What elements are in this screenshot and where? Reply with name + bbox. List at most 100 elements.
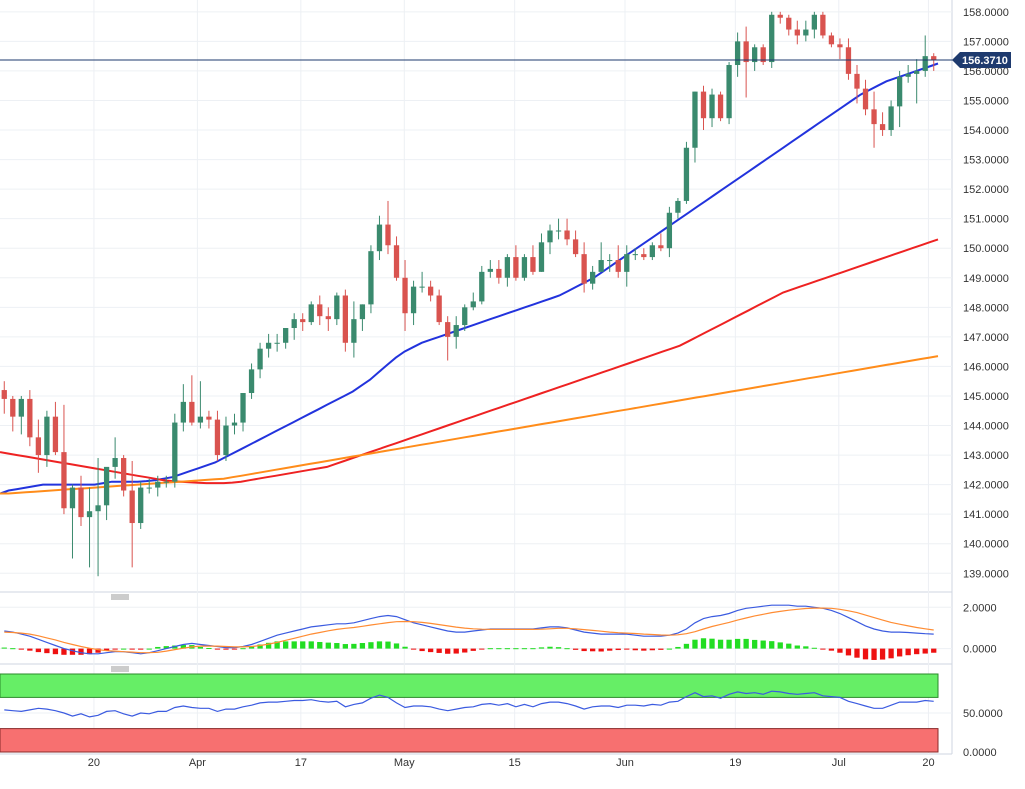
candle-down — [427, 286, 434, 296]
macd-histogram-bar — [240, 648, 246, 650]
macd-histogram-bar — [385, 641, 391, 649]
macd-histogram-bar — [504, 648, 511, 650]
macd-histogram-bar — [163, 646, 169, 649]
macd-histogram-bar — [683, 643, 690, 649]
rsi-resize-handle[interactable] — [111, 666, 129, 672]
macd-histogram-bar — [769, 641, 775, 649]
candle-up — [351, 319, 357, 343]
rsi-indicator — [4, 690, 934, 718]
candle-down — [342, 295, 348, 343]
macd-histogram-bar — [470, 648, 476, 651]
candle-up — [624, 254, 630, 272]
macd-histogram-bar — [410, 648, 417, 650]
macd-histogram-bar — [419, 648, 425, 652]
date-axis-label: Jul — [832, 757, 846, 769]
macd-histogram-bar — [44, 648, 50, 654]
price-axis-label: 139.0000 — [963, 568, 1009, 580]
candle-up — [538, 242, 545, 272]
macd-histogram-bar — [18, 648, 24, 650]
macd-histogram-bar — [180, 644, 186, 649]
candle-down — [777, 14, 783, 18]
candle-down — [10, 398, 16, 417]
macd-histogram-bar — [709, 638, 715, 649]
candle-up — [274, 342, 280, 344]
candle-up — [462, 307, 468, 326]
candle-up — [308, 304, 314, 323]
macd-histogram-bar — [624, 648, 630, 650]
macd-histogram-bar — [726, 639, 732, 649]
candle-up — [112, 458, 118, 467]
candle-up — [69, 487, 76, 509]
price-axis-label: 142.0000 — [963, 480, 1009, 492]
price-axis-label: 150.0000 — [963, 243, 1009, 255]
macd-histogram-bar — [248, 646, 255, 649]
macd-histogram-bar — [871, 648, 877, 660]
candle-down — [52, 416, 59, 453]
macd-histogram-bar — [700, 638, 707, 649]
macd-histogram-bar — [717, 639, 724, 649]
candle-up — [470, 301, 476, 308]
price-axis-label: 154.0000 — [963, 125, 1009, 137]
candle-up — [922, 56, 928, 71]
rsi-axis-label: 50.0000 — [963, 708, 1003, 720]
macd-histogram-bar — [436, 648, 442, 653]
date-axis-label: 17 — [295, 757, 307, 769]
candle-down — [317, 304, 323, 317]
macd-histogram-bar — [283, 641, 289, 649]
macd-line — [4, 604, 934, 655]
date-axis-label: 20 — [88, 757, 100, 769]
macd-histogram-bar — [564, 648, 570, 650]
candle-up — [44, 416, 50, 456]
macd-signal-line — [4, 607, 934, 654]
candle-up — [359, 304, 366, 320]
candle-up — [598, 260, 604, 272]
macd-histogram-bar — [427, 648, 434, 653]
candle-up — [265, 342, 272, 349]
macd-histogram-bar — [811, 647, 817, 649]
candle-down — [760, 47, 766, 63]
candle-up — [376, 224, 383, 252]
macd-histogram-bar — [828, 648, 835, 651]
candle-down — [743, 41, 749, 63]
candle-up — [504, 257, 511, 278]
macd-resize-handle[interactable] — [111, 594, 129, 600]
candle-down — [206, 416, 212, 420]
macd-histogram-bar — [138, 648, 144, 650]
macd-histogram-bar — [325, 642, 331, 649]
macd-histogram-bar — [368, 642, 374, 649]
candle-down — [214, 419, 221, 456]
candle-down — [35, 437, 42, 456]
date-axis-label: 15 — [509, 757, 521, 769]
macd-histogram-bar — [513, 648, 519, 650]
candle-down — [581, 254, 587, 284]
macd-histogram-bar — [803, 646, 809, 649]
candle-up — [95, 505, 101, 512]
candle-down — [1, 390, 7, 399]
candle-down — [445, 322, 451, 337]
macd-histogram-bar — [743, 638, 749, 649]
candle-up — [769, 14, 775, 63]
candle-down — [879, 124, 886, 131]
macd-histogram-bar — [786, 643, 792, 649]
macd-histogram-bar — [922, 648, 928, 654]
macd-histogram-bar — [572, 648, 579, 650]
candle-up — [155, 481, 161, 488]
candle-up — [675, 200, 681, 213]
macd-histogram-bar — [35, 648, 42, 653]
candle-down — [658, 245, 664, 249]
candle-up — [334, 295, 340, 320]
macd-histogram-bar — [752, 639, 758, 649]
candle-down — [700, 91, 707, 119]
macd-histogram-bar — [862, 648, 869, 660]
candle-down — [385, 224, 391, 246]
macd-histogram-bar — [146, 648, 152, 650]
macd-histogram-bar — [632, 648, 638, 651]
candle-up — [811, 14, 817, 30]
candle-up — [487, 268, 493, 272]
macd-histogram-bar — [300, 641, 306, 649]
candle-down — [794, 29, 800, 36]
candle-up — [180, 401, 186, 423]
candle-up — [291, 319, 297, 329]
date-axis-label: Jun — [616, 757, 634, 769]
